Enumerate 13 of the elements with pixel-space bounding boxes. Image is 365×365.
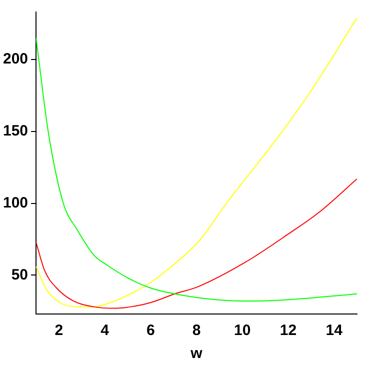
- x-tick-label: 4: [100, 322, 110, 340]
- x-tick-label: 2: [54, 322, 64, 340]
- line-series: [36, 178, 357, 309]
- x-tick-label: 6: [146, 322, 155, 340]
- x-tick-label: 10: [234, 322, 251, 340]
- y-tick-label: 150: [2, 122, 28, 140]
- y-tick-label: 200: [2, 50, 28, 68]
- y-tick-label: 50: [11, 266, 28, 284]
- x-axis-title: w: [190, 345, 203, 362]
- x-tick-label: 12: [280, 322, 297, 340]
- y-tick-label: 100: [2, 194, 28, 212]
- x-tick-label: 14: [326, 322, 344, 340]
- x-tick-label: 8: [192, 322, 201, 340]
